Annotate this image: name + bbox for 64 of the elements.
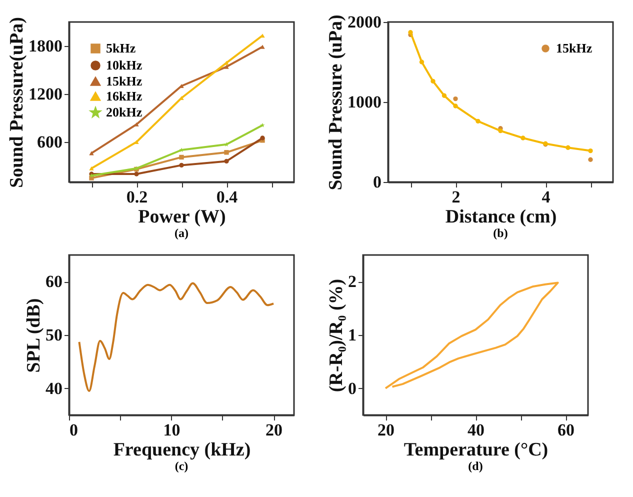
legend-label: 15kHz <box>556 40 592 56</box>
x-axis-title: Distance (cm) <box>445 206 557 228</box>
point <box>89 166 94 170</box>
line-series <box>78 282 275 392</box>
x-tick-label: 0.4 <box>216 188 238 206</box>
y-axis-title: Sound Pressure (uPa) <box>326 14 346 190</box>
y-tick-label: 0 <box>373 172 382 192</box>
point <box>260 122 265 128</box>
x-tick-label: 40 <box>468 420 484 440</box>
y-tick-label: 60 <box>46 272 62 292</box>
text: (c) <box>174 459 188 473</box>
point <box>566 145 570 150</box>
y-tick-label: 40 <box>46 378 62 398</box>
point <box>476 118 480 124</box>
y-axis-title: (R-R₀)/R₀ (%) <box>326 278 347 392</box>
y-tick-label: 1000 <box>348 92 382 112</box>
line-series <box>384 282 559 390</box>
point <box>408 30 413 35</box>
text: (d) <box>468 459 483 473</box>
x-axis-title: Power (W) <box>138 206 226 228</box>
point <box>224 64 229 69</box>
point <box>224 158 229 164</box>
point <box>419 60 424 64</box>
y-tick-label: 1800 <box>28 36 62 56</box>
x-tick-label: 20 <box>378 420 394 440</box>
point <box>453 104 458 108</box>
y-tick-label: 0 <box>348 378 356 398</box>
point <box>588 157 593 162</box>
legend-label: 20kHz <box>106 104 142 120</box>
legend-label: 10kHz <box>106 58 142 72</box>
y-tick-label: 2000 <box>348 12 382 32</box>
y-tick-label: 1200 <box>28 84 62 104</box>
point <box>442 93 447 98</box>
x-tick-label: 10 <box>163 420 180 440</box>
point <box>134 172 139 176</box>
x-axis-title: Temperature (°C) <box>404 440 548 460</box>
x-axis-title: Frequency (kHz) <box>113 440 251 460</box>
legend-label: 5kHz <box>106 40 136 56</box>
point <box>179 162 184 168</box>
text: (b) <box>493 226 508 240</box>
text: (a) <box>174 226 188 240</box>
y-tick-label: 50 <box>46 326 62 344</box>
y-tick-label: 2 <box>348 272 356 292</box>
point <box>224 150 229 155</box>
point <box>260 44 265 49</box>
y-tick-label: 600 <box>37 132 62 152</box>
x-tick-label: 4 <box>542 188 551 206</box>
y-axis-title: Sound Pressure(uPa) <box>6 17 28 188</box>
point <box>179 154 184 160</box>
point <box>430 78 436 84</box>
x-tick-label: 0 <box>70 420 78 440</box>
legend-label: 15kHz <box>106 74 142 88</box>
x-tick-label: 60 <box>558 420 574 440</box>
point <box>453 96 458 102</box>
y-axis-title: SPL (dB) <box>24 298 44 373</box>
point <box>260 136 265 140</box>
point <box>498 128 503 134</box>
x-tick-label: 2 <box>452 188 460 206</box>
point <box>588 148 593 154</box>
x-tick-label: 20 <box>266 420 283 440</box>
point <box>520 136 526 140</box>
x-tick-label: 0.2 <box>126 188 148 206</box>
legend-label: 16kHz <box>106 88 142 104</box>
y-tick-label: 1 <box>348 326 356 344</box>
